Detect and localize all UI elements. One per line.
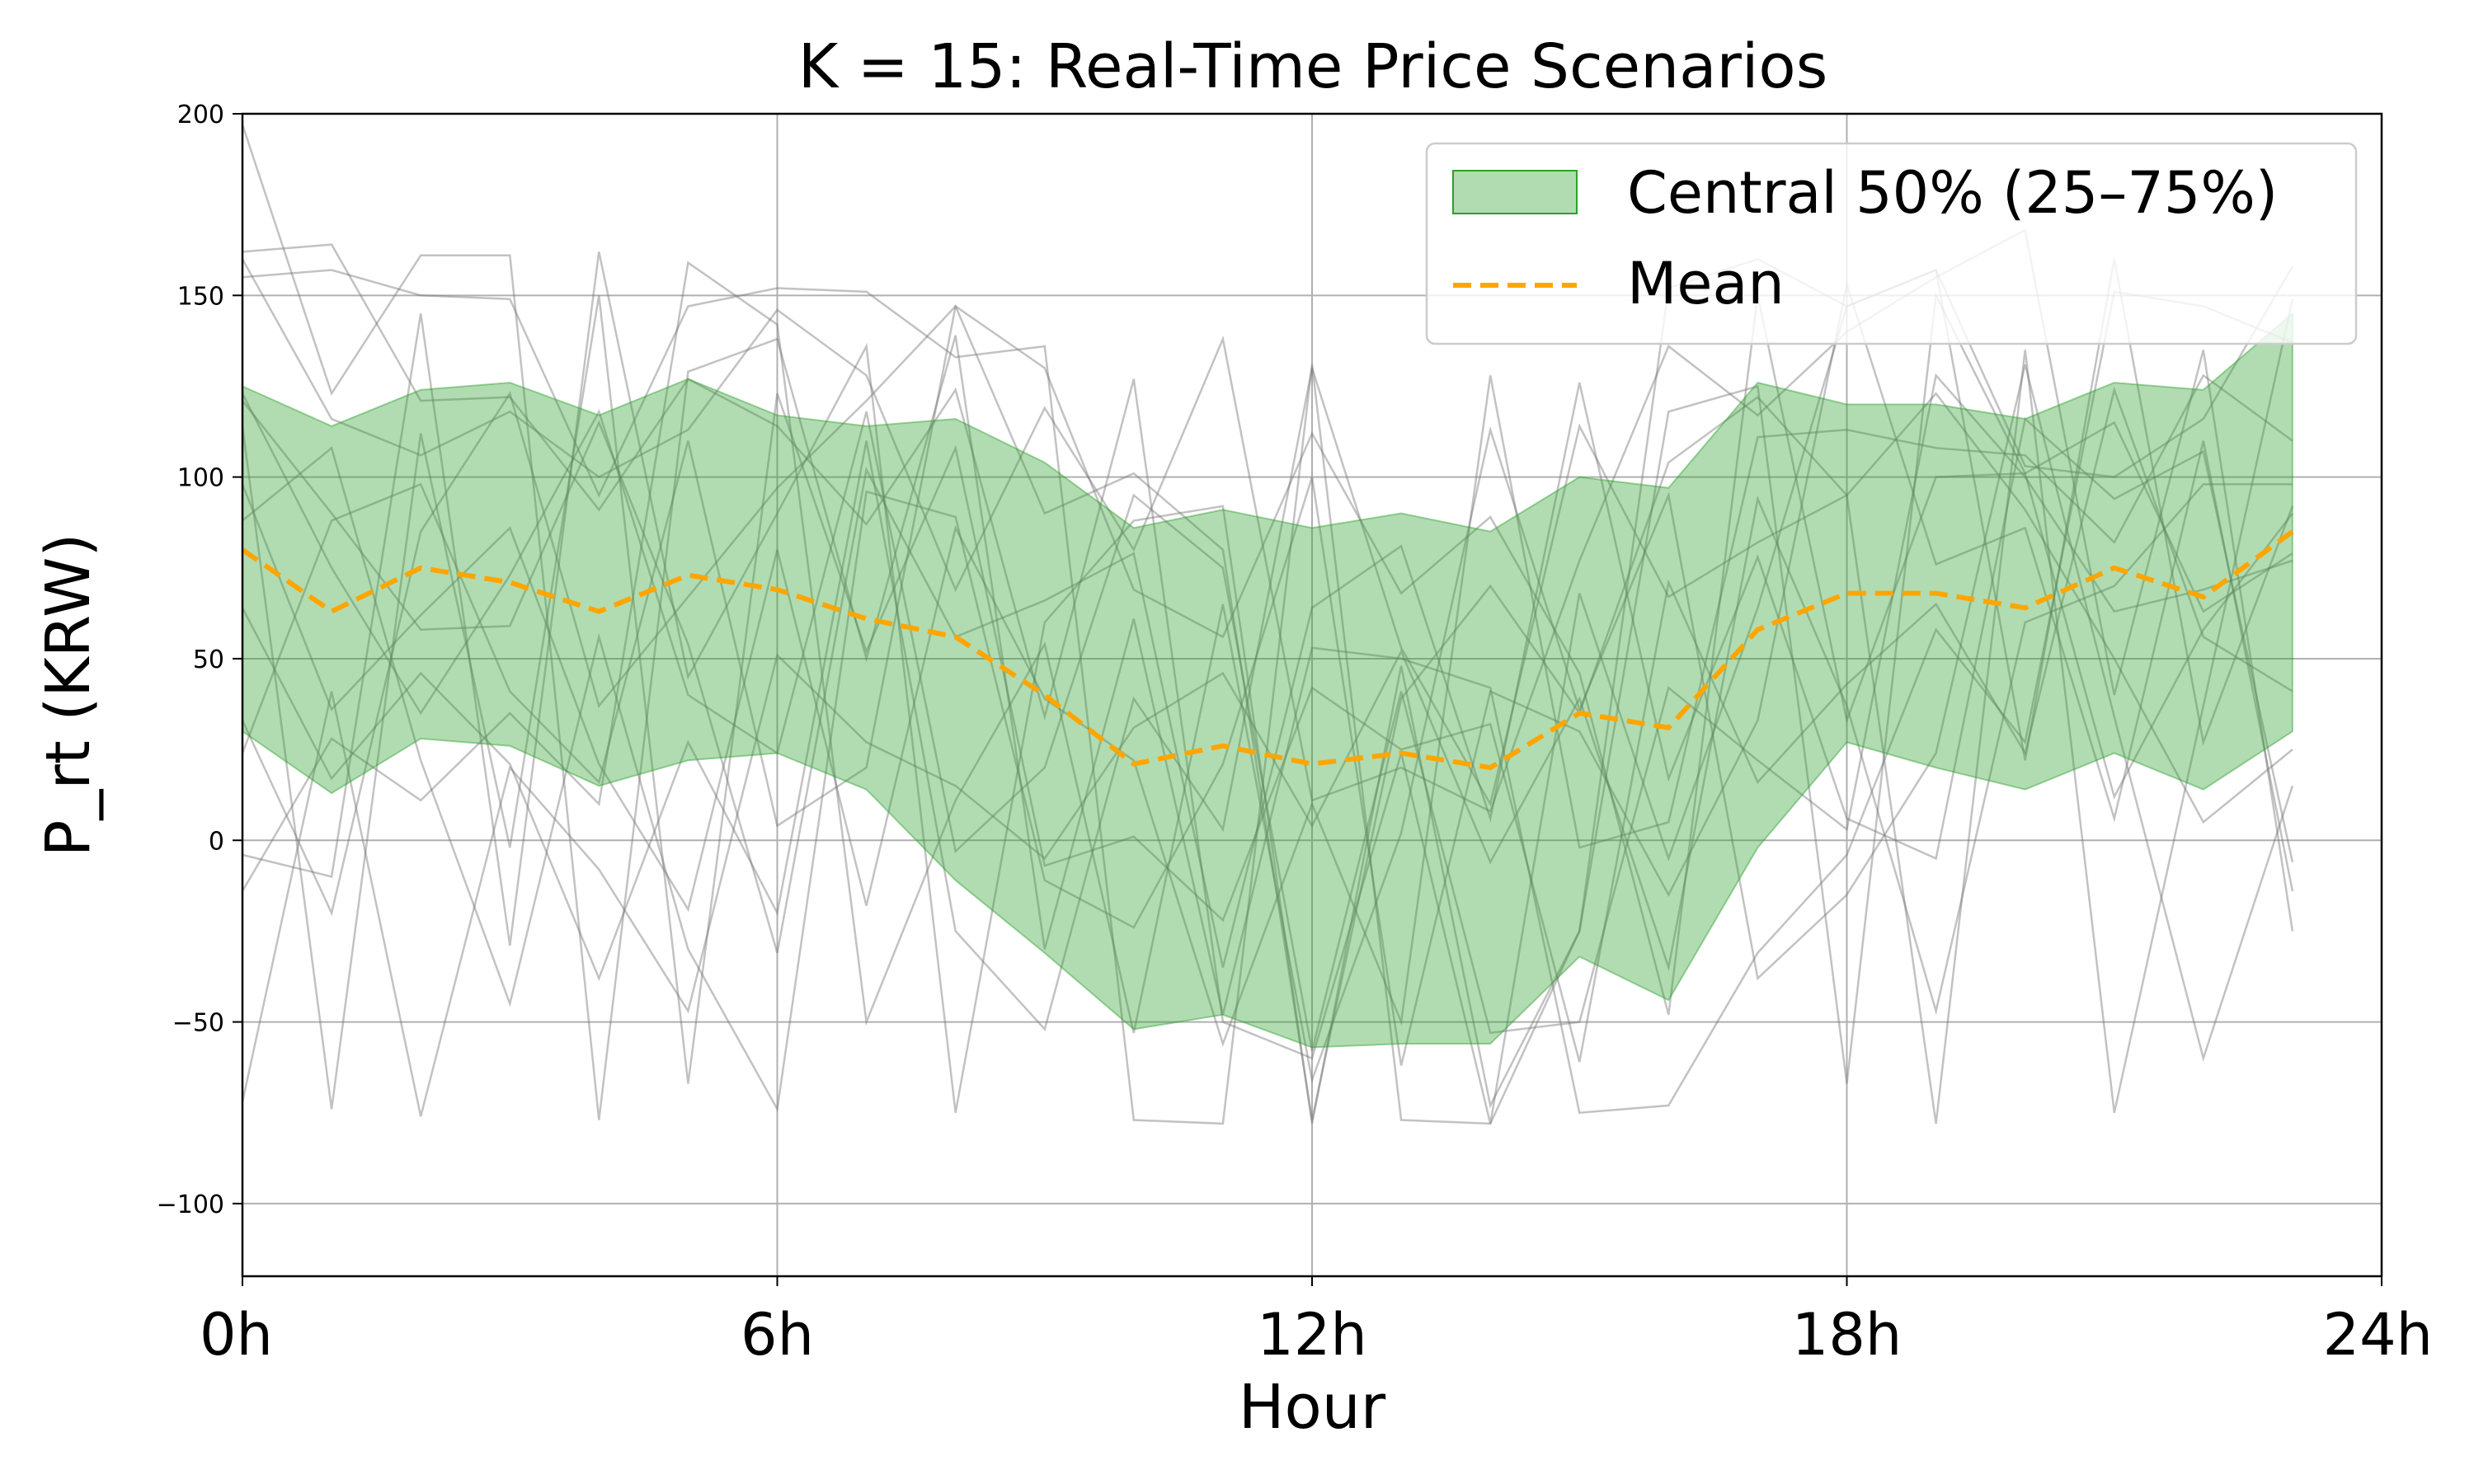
y-tick-label: 100 [177,464,224,493]
legend-band-label: Central 50% (25–75%) [1627,159,2278,227]
x-tick-label: 12h [1257,1301,1366,1369]
scenario-line [242,243,2294,1125]
central-band [242,312,2293,1049]
scenario-line [241,373,2293,1047]
chart-title: K = 15: Real-Time Price Scenarios [798,31,1828,102]
legend-mean-label: Mean [1627,250,1785,317]
y-tick-label: 0 [209,827,224,856]
y-tick-label: 50 [193,646,224,674]
scenario-line [242,280,2294,1113]
scenario-line [241,295,2293,1110]
scenario-line [241,261,2294,1084]
axis-ticks: −100 −50 0 50 100 150 200 0h 6h 12h 18h 24h [157,101,2433,1369]
scenario-lines [241,124,2294,1125]
legend-box [1425,142,2358,345]
mean-line [241,529,2294,771]
scenario-line [241,304,2293,1120]
scenario-line [241,373,2293,1052]
legend-band-swatch [1452,170,1578,214]
scenario-line [241,298,2294,1125]
y-axis-label: P_rt (KRW) [33,533,104,857]
x-tick-label: 0h [200,1301,273,1369]
y-tick-label: −100 [157,1190,224,1219]
x-tick-label: 18h [1792,1301,1902,1369]
scenario-line [242,382,2294,968]
x-tick-label: 24h [2323,1301,2433,1369]
scenario-line [241,483,2293,1117]
y-tick-label: −50 [172,1009,224,1038]
x-axis-label: Hour [1239,1372,1386,1443]
scenario-line [241,295,2293,1016]
scenario-line [241,124,2293,1120]
legend: Central 50% (25–75%) Mean [1425,142,2358,345]
y-tick-label: 200 [177,101,224,129]
x-tick-label: 6h [741,1301,814,1369]
y-tick-label: 150 [177,282,224,311]
